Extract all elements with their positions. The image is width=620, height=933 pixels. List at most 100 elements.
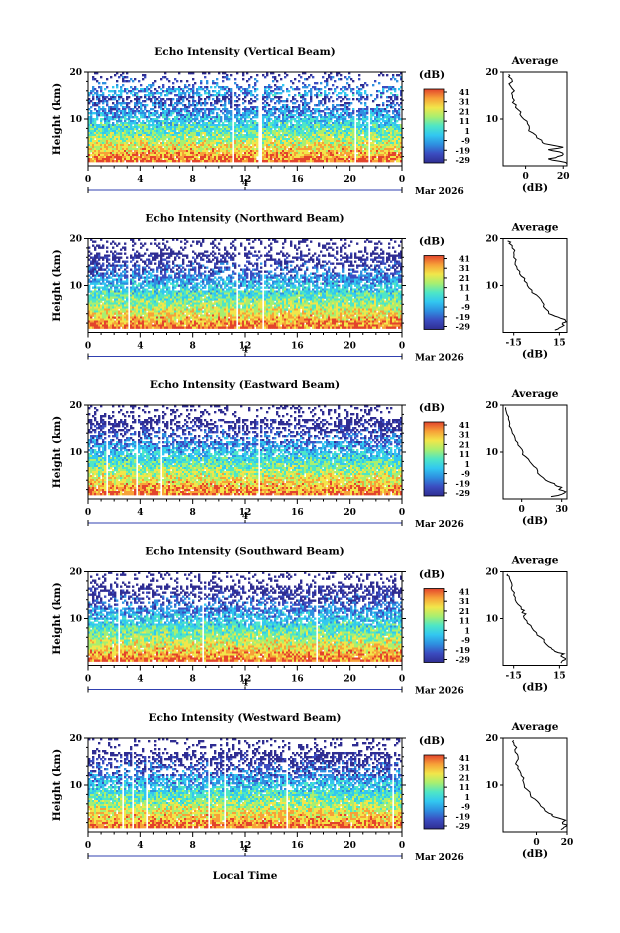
colorbar-tick-label: 11 [459, 449, 470, 459]
colorbar-tick-label: -29 [456, 155, 471, 165]
colorbar-tick-label: -9 [461, 136, 470, 146]
panel-0: Echo Intensity (Vertical Beam)1020Height… [51, 46, 570, 197]
avg-x-label: (dB) [522, 515, 548, 527]
average-profile-line [508, 241, 567, 330]
avg-x-tick-label: 20 [561, 838, 574, 848]
avg-x-tick-label: 20 [557, 172, 570, 182]
colorbar-tick-label: 11 [459, 782, 470, 792]
colorbar-tick-label: 1 [464, 792, 470, 802]
colorbar-unit: (dB) [419, 236, 445, 248]
colorbar-tick-label: -19 [456, 811, 471, 821]
x-tick-label: 16 [291, 175, 304, 185]
colorbar-tick-label: -9 [461, 635, 470, 645]
average-profile-line [509, 74, 567, 163]
avg-y-tick-label: 20 [485, 401, 498, 411]
y-tick-label: 20 [69, 568, 82, 578]
avg-y-tick-label: 10 [485, 115, 498, 125]
average-frame [503, 405, 567, 499]
colorbar-tick-label: 41 [459, 753, 470, 763]
colorbar-tick-label: -29 [456, 488, 471, 498]
x-tick-label: 16 [291, 841, 304, 851]
heatmap-field [88, 572, 402, 662]
x-tick-label: 0 [85, 342, 91, 352]
x-tick-label: 20 [343, 508, 356, 518]
colorbar [424, 755, 444, 829]
avg-x-tick-label: -15 [506, 672, 522, 682]
avg-x-label: (dB) [522, 682, 548, 694]
colorbar-tick-label: 31 [459, 263, 470, 273]
x-tick-label: 0 [85, 508, 91, 518]
colorbar-tick-label: -9 [461, 302, 470, 312]
average-title: Average [511, 222, 559, 234]
heatmap-field [88, 239, 402, 329]
avg-y-tick-label: 10 [485, 448, 498, 458]
colorbar-tick-label: 11 [459, 283, 470, 293]
avg-x-label: (dB) [522, 848, 548, 860]
colorbar-tick-label: 21 [459, 772, 470, 782]
avg-x-tick-label: -15 [506, 339, 522, 349]
colorbar-tick-label: 1 [464, 126, 470, 136]
colorbar-tick-label: 11 [459, 616, 470, 626]
average-title: Average [511, 721, 559, 733]
y-tick-label: 20 [69, 68, 82, 78]
y-tick-label: 20 [69, 401, 82, 411]
date-marker: 4 [242, 179, 248, 189]
y-axis-label: Height (km) [51, 749, 63, 821]
colorbar-tick-label: 31 [459, 763, 470, 773]
y-tick-label: 10 [69, 282, 82, 292]
average-profile-line [507, 574, 566, 663]
date-marker: 4 [242, 679, 248, 689]
average-frame [503, 239, 567, 333]
x-tick-label: 4 [137, 841, 143, 851]
x-tick-label: 0 [85, 675, 91, 685]
colorbar-tick-label: 1 [464, 625, 470, 635]
heatmap-field [88, 72, 402, 162]
avg-x-tick-label: 15 [553, 672, 566, 682]
x-tick-label: 8 [190, 342, 196, 352]
colorbar-tick-label: -29 [456, 821, 471, 831]
date-marker: 4 [242, 346, 248, 356]
average-title: Average [511, 555, 559, 567]
x-tick-label: 0 [85, 841, 91, 851]
heatmap-field [88, 738, 402, 828]
colorbar-tick-label: 41 [459, 420, 470, 430]
panel-2: Echo Intensity (Eastward Beam)1020Height… [51, 379, 568, 530]
x-tick-label: 8 [190, 841, 196, 851]
colorbar-unit: (dB) [419, 569, 445, 581]
x-tick-label: 20 [343, 841, 356, 851]
x-axis-label: Local Time [213, 870, 278, 882]
colorbar-tick-label: 21 [459, 439, 470, 449]
x-tick-label: 8 [190, 508, 196, 518]
colorbar-tick-label: 21 [459, 106, 470, 116]
colorbar-tick-label: 41 [459, 587, 470, 597]
heatmap-field [88, 405, 402, 495]
colorbar-tick-label: 11 [459, 116, 470, 126]
colorbar-tick-label: 1 [464, 459, 470, 469]
colorbar-tick-label: -19 [456, 478, 471, 488]
x-tick-label: 20 [343, 175, 356, 185]
x-tick-label: 4 [137, 508, 143, 518]
x-tick-label: 16 [291, 342, 304, 352]
date-label: Mar 2026 [415, 187, 464, 197]
x-tick-label: 0 [399, 508, 405, 518]
x-tick-label: 4 [137, 175, 143, 185]
x-tick-label: 0 [399, 841, 405, 851]
panel-3: Echo Intensity (Southward Beam)1020Heigh… [51, 546, 567, 697]
colorbar-tick-label: -19 [456, 645, 471, 655]
y-axis-label: Height (km) [51, 582, 63, 654]
y-tick-label: 10 [69, 115, 82, 125]
date-label: Mar 2026 [415, 687, 464, 697]
panel-title: Echo Intensity (Northward Beam) [145, 213, 344, 225]
colorbar [424, 422, 444, 496]
average-title: Average [511, 55, 559, 67]
panel-title: Echo Intensity (Eastward Beam) [150, 379, 340, 391]
x-tick-label: 20 [343, 675, 356, 685]
avg-x-label: (dB) [522, 349, 548, 361]
colorbar-tick-label: 41 [459, 87, 470, 97]
colorbar-unit: (dB) [419, 69, 445, 81]
avg-y-tick-label: 10 [485, 781, 498, 791]
avg-y-tick-label: 20 [485, 68, 498, 78]
colorbar-tick-label: -9 [461, 469, 470, 479]
avg-x-tick-label: 15 [553, 339, 566, 349]
x-tick-label: 4 [137, 342, 143, 352]
